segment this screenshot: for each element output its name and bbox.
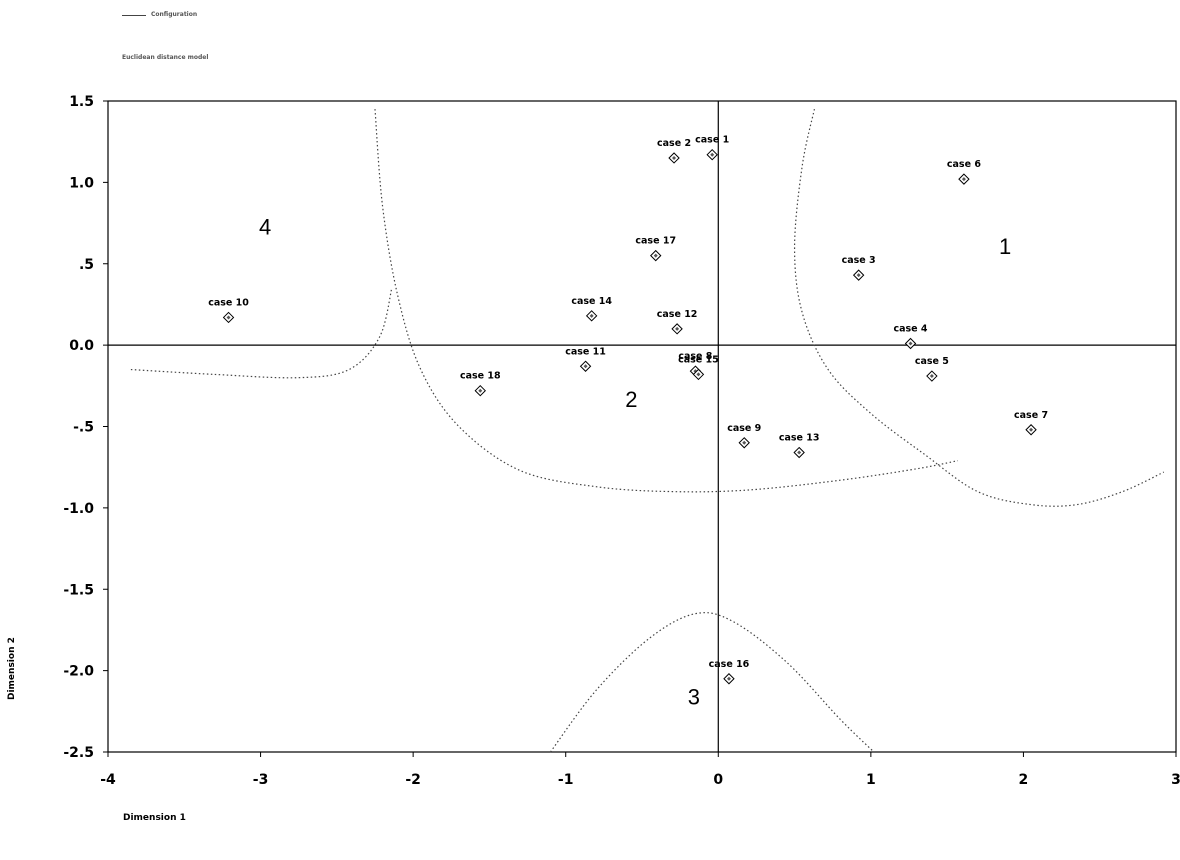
data-point: case 17	[635, 236, 676, 262]
data-point: case 2	[657, 138, 691, 164]
point-label: case 10	[208, 297, 249, 308]
plot-frame	[107, 100, 1177, 753]
y-tick-label: -.5	[73, 420, 94, 436]
point-marker-core	[797, 450, 802, 455]
title-legend-line	[122, 15, 146, 16]
point-label: case 7	[1014, 410, 1048, 421]
region-label: 3	[688, 685, 700, 710]
point-label: case 14	[571, 296, 612, 307]
x-tick-label: -1	[558, 772, 574, 788]
point-marker-core	[478, 388, 483, 393]
y-tick-label: 1.0	[69, 175, 94, 191]
data-point: case 14	[571, 296, 612, 322]
point-label: case 6	[947, 159, 981, 170]
region-label: 2	[625, 387, 637, 412]
x-tick-label: 3	[1171, 772, 1180, 788]
point-marker-core	[583, 364, 588, 369]
region-label: 4	[259, 214, 271, 239]
y-tick-label: -2.0	[63, 664, 94, 680]
data-point: case 12	[657, 309, 698, 335]
point-label: case 2	[657, 138, 691, 149]
chart-title: Configuration	[151, 11, 198, 18]
data-point: case 10	[208, 297, 249, 324]
x-tick-label: -4	[100, 772, 116, 788]
data-point: case 11	[565, 346, 606, 372]
y-axis-ticks: 1.5 1.0 .5 0.0 -.5 -1.0 -1.5 -2.0 -2.5	[63, 94, 108, 761]
x-tick-label: 1	[866, 772, 876, 788]
point-label: case 12	[657, 309, 698, 320]
point-marker-core	[653, 253, 658, 258]
point-label: case 16	[709, 659, 750, 670]
point-marker-core	[672, 155, 677, 160]
point-label: case 8	[678, 351, 712, 362]
cluster-boundary-4	[549, 612, 875, 753]
point-marker-core	[226, 315, 231, 320]
cluster-boundary-2	[130, 288, 393, 379]
y-tick-label: -2.5	[63, 745, 94, 761]
x-tick-label: -2	[405, 772, 421, 788]
x-axis-ticks: -4 -3 -2 -1 0 1 2 3	[100, 752, 1180, 788]
cluster-boundaries	[130, 109, 1165, 753]
region-labels: 1 2 3 4	[259, 214, 1011, 709]
data-point: case 18	[460, 371, 501, 397]
point-label: case 13	[779, 433, 820, 444]
point-marker-core	[908, 341, 913, 346]
data-point: case 9	[727, 423, 761, 449]
x-tick-label: 0	[713, 772, 723, 788]
y-axis-title: Dimension 2	[7, 637, 17, 700]
data-point: case 16	[709, 659, 750, 685]
point-marker-core	[726, 676, 731, 681]
point-marker-core	[929, 374, 934, 379]
point-marker-core	[856, 273, 861, 278]
data-points: case 1 case 2 case 3 case 4 case 5 case 6 case…	[208, 135, 1048, 685]
y-tick-label: .5	[79, 257, 94, 273]
y-tick-label: -1.5	[63, 582, 94, 598]
point-label: case 11	[565, 346, 606, 357]
point-marker-core	[710, 152, 715, 157]
reference-lines	[108, 101, 1176, 752]
y-tick-label: -1.0	[63, 501, 94, 517]
data-point: case 15	[678, 354, 719, 381]
point-marker-core	[1029, 427, 1034, 432]
point-marker-core	[742, 440, 747, 445]
data-point: case 7	[1014, 410, 1048, 436]
point-label: case 17	[635, 236, 676, 247]
point-marker-core	[696, 372, 701, 377]
y-tick-label: 0.0	[69, 338, 94, 354]
point-marker-core	[961, 177, 966, 182]
x-tick-label: 2	[1019, 772, 1029, 788]
cluster-boundary-1	[374, 109, 958, 493]
x-tick-label: -3	[253, 772, 269, 788]
point-label: case 4	[893, 323, 927, 334]
data-point: case 1	[695, 135, 729, 161]
point-label: case 1	[695, 135, 729, 146]
point-marker-core	[589, 313, 594, 318]
point-label: case 15	[678, 354, 719, 365]
data-point: case 13	[779, 433, 820, 459]
data-point: case 3	[842, 255, 876, 281]
point-label: case 3	[842, 255, 876, 266]
data-point: case 4	[893, 323, 928, 350]
point-marker-core	[675, 326, 680, 331]
data-point: case 6	[947, 159, 981, 185]
point-label: case 5	[915, 356, 949, 367]
data-point: case 5	[915, 356, 949, 382]
x-axis-title: Dimension 1	[123, 813, 186, 823]
region-label: 1	[999, 234, 1011, 259]
chart-subtitle: Euclidean distance model	[122, 54, 209, 61]
y-tick-label: 1.5	[69, 94, 94, 110]
point-label: case 18	[460, 371, 501, 382]
point-label: case 9	[727, 423, 761, 434]
